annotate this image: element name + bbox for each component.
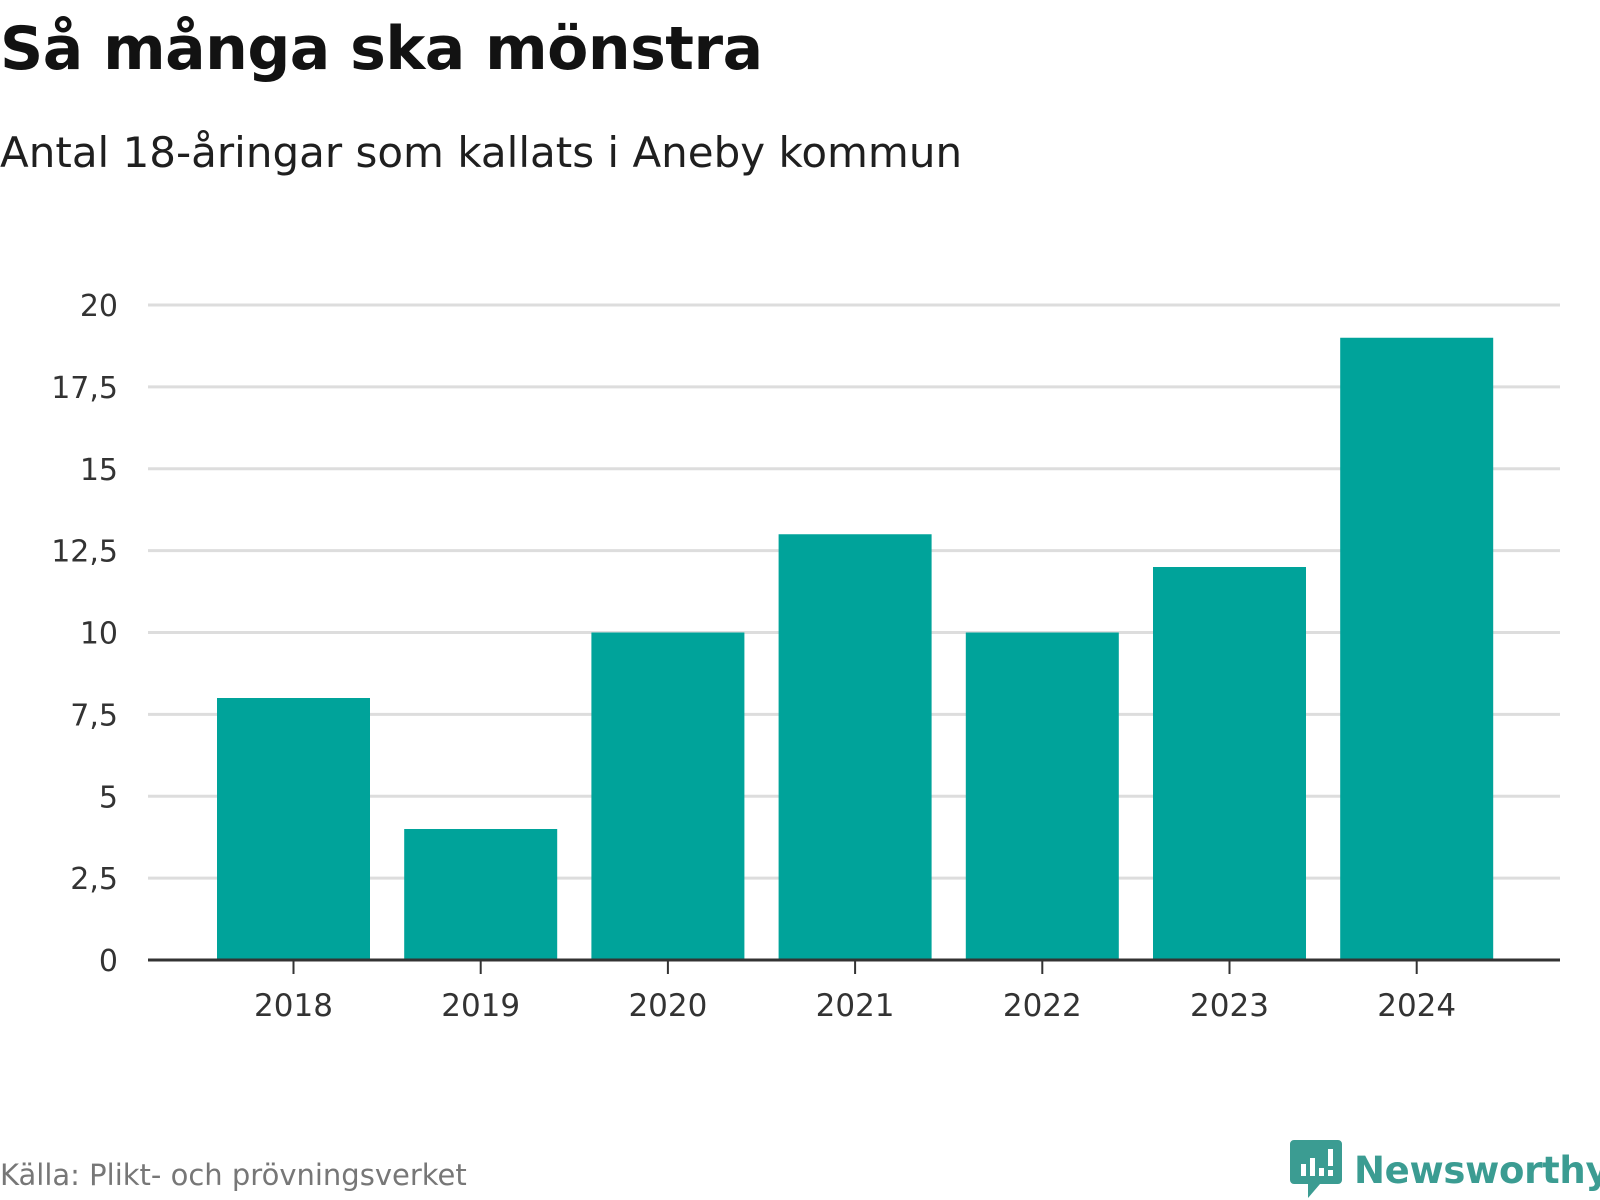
source-note: Källa: Plikt- och prövningsverket [0,1158,467,1192]
x-tick-label: 2023 [1190,988,1269,1024]
bar-2024 [1340,337,1494,960]
bar-2021 [778,534,932,960]
y-tick-label: 7,5 [70,698,118,733]
x-axis: 2018 2019 2020 2021 2022 2023 2024 [148,958,1560,1024]
newsworthy-logo: Newsworthy [1290,1140,1600,1200]
x-tick-label: 2019 [441,988,520,1024]
y-tick-label: 5 [99,780,118,815]
x-tick-label: 2020 [628,988,707,1024]
bars [217,337,1494,960]
y-tick-label: 20 [80,289,118,324]
y-tick-label: 2,5 [70,862,118,897]
bar-2019 [404,829,558,960]
x-tick-label: 2022 [1003,988,1082,1024]
y-tick-label: 15 [80,453,118,488]
chart-subtitle: Antal 18-åringar som kallats i Aneby kom… [0,128,963,177]
chart-title: Så många ska mönstra [0,14,763,84]
brand-name: Newsworthy [1354,1148,1600,1192]
y-tick-label: 17,5 [51,371,118,406]
y-tick-label: 12,5 [51,535,118,570]
y-tick-label: 0 [99,944,118,979]
x-tick-label: 2024 [1377,988,1456,1024]
bar-2020 [591,632,745,960]
y-tick-label: 10 [80,617,118,652]
bar-2022 [965,632,1119,960]
bar-2018 [217,698,370,960]
bar-2023 [1153,567,1306,960]
newsworthy-speech-bubble-icon [1290,1140,1342,1198]
x-tick-label: 2018 [254,988,333,1024]
x-tick-label: 2021 [816,988,895,1024]
y-axis: 0 2,5 5 7,5 10 12,5 15 17,5 20 [51,289,118,979]
